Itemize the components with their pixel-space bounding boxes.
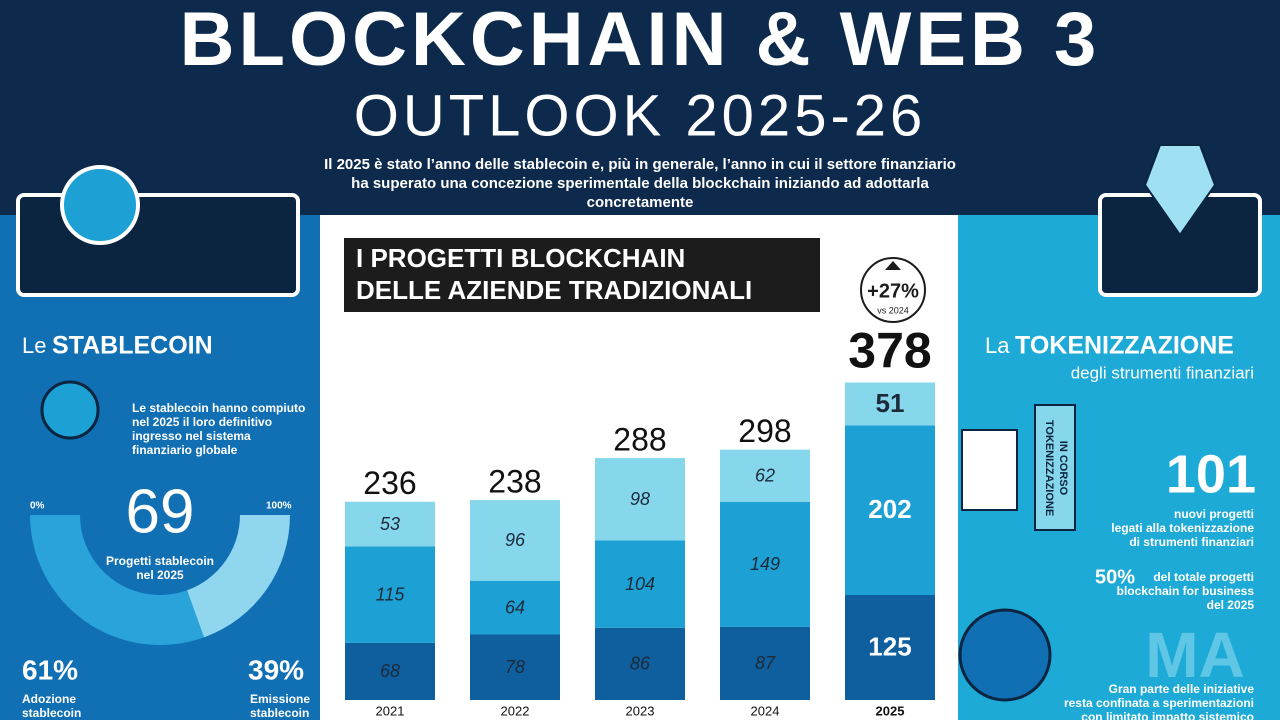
chart-title: I PROGETTI BLOCKCHAIN	[356, 243, 685, 273]
badge-value: +27%	[867, 280, 919, 302]
count-text: di strumenti finanziari	[1129, 535, 1254, 549]
intro-line: ha superato una concezione sperimentale …	[351, 175, 929, 192]
heading-prefix: La	[985, 333, 1010, 358]
count-label: nel 2025	[136, 568, 184, 582]
adoption-text: stablecoin	[22, 706, 81, 720]
total-label: 236	[363, 465, 416, 501]
subtitle: OUTLOOK 2025-26	[354, 83, 927, 148]
x-tick-label: 2023	[626, 703, 655, 718]
badge-label: vs 2024	[877, 305, 909, 315]
issuance-text: Emissione	[250, 692, 310, 706]
but-text: con limitato impatto sistemico	[1081, 710, 1254, 720]
segment-label: 68	[380, 661, 400, 681]
bar-segment	[470, 634, 560, 700]
share: 50%	[1095, 566, 1135, 588]
bar-segment	[845, 425, 935, 595]
title: BLOCKCHAIN & WEB 3	[180, 0, 1101, 82]
coin-icon	[40, 380, 100, 440]
issuance-pct: 39%	[248, 654, 304, 685]
share-text: blockchain for business	[1117, 584, 1255, 598]
segment-label: 104	[625, 574, 655, 594]
intro-line: Il 2025 è stato l’anno delle stablecoin …	[324, 156, 956, 173]
sign-text: IN CORSO	[1057, 441, 1069, 496]
adoption-text: Adozione	[22, 692, 76, 706]
intro-line: concretamente	[587, 194, 694, 211]
but-text: resta confinata a sperimentazioni	[1064, 696, 1254, 710]
stablecoin-count: 69	[126, 477, 195, 546]
sign	[1034, 404, 1076, 531]
count-text: legati alla tokenizzazione	[1111, 521, 1254, 535]
total-label: 288	[613, 422, 666, 458]
stablecoin-text: nel 2025 il loro definitivo	[132, 415, 272, 429]
segment-label: 115	[376, 584, 406, 604]
x-tick-label: 2025	[876, 703, 905, 718]
donut-segment	[30, 515, 205, 645]
bar-segment	[720, 501, 810, 627]
badge-arrow	[885, 261, 901, 270]
token-count: 101	[1166, 444, 1256, 504]
segment-label: 125	[868, 631, 911, 661]
segment-label: 87	[755, 653, 776, 673]
chart-title-box	[344, 238, 820, 312]
segment-label: 98	[630, 489, 650, 509]
segment-label: 53	[380, 514, 400, 534]
share-text: del totale progetti	[1153, 570, 1254, 584]
bar-segment	[720, 626, 810, 700]
monitor-icon	[16, 144, 1262, 297]
bar-segment	[845, 595, 935, 700]
scale-min: 0%	[30, 501, 45, 512]
bar-segment	[345, 642, 435, 700]
but-text: Gran parte delle iniziative	[1109, 682, 1255, 696]
total-label: 238	[488, 464, 541, 500]
segment-label: 51	[876, 388, 905, 418]
segment-label: 86	[630, 654, 651, 674]
heading: STABLECOIN	[52, 332, 213, 360]
sign-text: TOKENIZZAZIONE	[1043, 420, 1055, 516]
count-label: Progetti stablecoin	[106, 554, 214, 568]
total-label: 378	[848, 323, 931, 379]
segment-label: 149	[750, 554, 780, 574]
adoption-pct: 61%	[22, 654, 78, 685]
document-icon	[961, 429, 1018, 511]
x-tick-label: 2022	[501, 703, 530, 718]
bar-segment	[345, 546, 435, 643]
segment-label: 78	[505, 657, 525, 677]
count-text: nuovi progetti	[1174, 507, 1254, 521]
bar-segment	[470, 580, 560, 635]
bar-segment	[345, 501, 435, 547]
segment-label: 202	[868, 494, 911, 524]
bar-segment	[845, 382, 935, 426]
stablecoin-text: ingresso nel sistema	[132, 429, 251, 443]
bar-segment	[720, 449, 810, 502]
share-text: del 2025	[1207, 598, 1255, 612]
chart-title: DELLE AZIENDE TRADIZIONALI	[356, 275, 752, 305]
issuance-text: stablecoin	[250, 706, 309, 720]
segment-label: 64	[505, 597, 525, 617]
stablecoin-text: finanziario globale	[132, 443, 238, 457]
total-label: 298	[738, 413, 791, 449]
bar-segment	[595, 540, 685, 628]
donut-segment	[187, 515, 290, 638]
bar-segment	[595, 627, 685, 700]
scale-max: 100%	[266, 501, 292, 512]
character-icon	[958, 608, 1052, 702]
bar-segment	[470, 500, 560, 581]
subheading: degli strumenti finanziari	[1071, 363, 1254, 382]
segment-label: 62	[755, 465, 775, 485]
stablecoin-text: Le stablecoin hanno compiuto	[132, 401, 305, 415]
heading: TOKENIZZAZIONE	[1015, 332, 1234, 360]
x-tick-label: 2021	[376, 703, 405, 718]
heading-prefix: Le	[22, 333, 46, 358]
segment-label: 96	[505, 530, 526, 550]
x-tick-label: 2024	[751, 703, 780, 718]
but: MA	[1145, 619, 1245, 691]
bar-segment	[595, 458, 685, 541]
badge	[860, 257, 926, 323]
